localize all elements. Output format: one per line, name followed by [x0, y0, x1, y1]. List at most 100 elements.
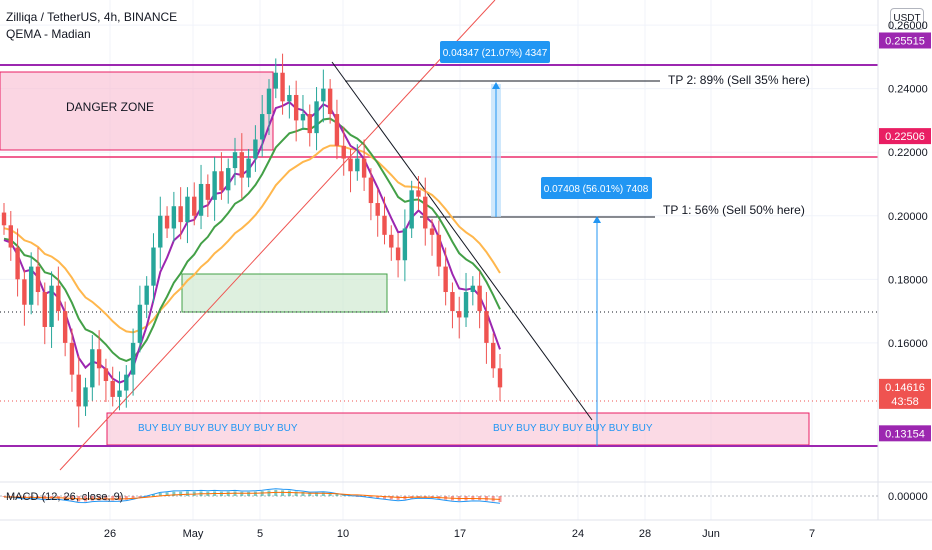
- macd-bar: [287, 490, 291, 496]
- measure2-label: 0.04347 (21.07%) 4347: [443, 48, 548, 59]
- candle-body: [341, 145, 346, 159]
- buy-label-right: BUY BUY BUY BUY BUY BUY BUY: [493, 423, 653, 434]
- x-tick-label: May: [183, 528, 204, 540]
- candle-body: [429, 228, 435, 235]
- y-tick-label: 0.24000: [888, 84, 928, 96]
- ascending-trendline: [59, 0, 496, 471]
- x-tick-label: 5: [257, 528, 263, 540]
- ema-slow-line: [3, 144, 501, 334]
- macd-bar: [138, 496, 142, 498]
- candle-body: [8, 225, 13, 248]
- candle-body: [110, 381, 115, 397]
- time-axis[interactable]: 26 May 5 10 17 24 28 Jun 7: [104, 528, 815, 540]
- y-tick-label: 0.26000: [888, 20, 928, 32]
- candle-body: [1, 212, 7, 226]
- candle-body: [144, 285, 149, 305]
- macd-label: MACD (12, 26, close, 9): [6, 491, 123, 503]
- candle-body: [436, 234, 442, 267]
- measure1-label: 0.07408 (56.01%) 7408: [544, 184, 649, 195]
- ema-fast-line: [3, 100, 501, 384]
- y-tick-label: 0.16000: [888, 338, 928, 350]
- macd-bar: [389, 496, 393, 500]
- x-tick-label: 7: [809, 528, 815, 540]
- candle-body: [83, 387, 88, 407]
- candle-body: [239, 152, 245, 178]
- candle-body: [355, 158, 360, 172]
- macd-bar: [308, 492, 312, 496]
- macd-bar: [247, 491, 251, 496]
- x-tick-label: Jun: [702, 528, 720, 540]
- macd-bar: [376, 496, 380, 499]
- macd-bar: [165, 492, 169, 496]
- candle-body: [402, 228, 408, 261]
- candle-body: [348, 158, 353, 172]
- macd-bar: [172, 491, 176, 496]
- candle-body: [178, 206, 183, 223]
- candle-body: [450, 292, 455, 312]
- y-tick-label: 0.18000: [888, 274, 928, 286]
- candle-body: [164, 215, 170, 229]
- measure1-label-box[interactable]: [541, 177, 652, 199]
- macd-tick: 0.00000: [888, 491, 928, 503]
- macd-bar: [90, 496, 94, 501]
- y-tick-label: 0.22000: [888, 147, 928, 159]
- candle-body: [314, 101, 319, 134]
- macd-bar: [342, 494, 346, 496]
- candle-body: [497, 368, 503, 388]
- macd-bar: [267, 490, 271, 496]
- price-label-text: 0.13154: [885, 428, 925, 440]
- macd-bar: [124, 496, 128, 500]
- macd-bar: [104, 496, 108, 501]
- measure2-label-box[interactable]: [440, 41, 550, 63]
- candle-body: [470, 285, 476, 293]
- macd-bar: [274, 489, 278, 496]
- candle-body: [124, 374, 129, 391]
- candle-body: [198, 183, 204, 216]
- candle-body: [491, 342, 496, 369]
- x-tick-label: 17: [454, 528, 466, 540]
- macd-bar: [328, 493, 332, 496]
- macd-bar: [315, 492, 319, 496]
- candle-body: [232, 152, 238, 169]
- candle-body: [443, 266, 448, 293]
- macd-bar: [185, 491, 189, 496]
- candle-body: [484, 311, 489, 343]
- candle-body: [15, 247, 20, 280]
- currency-button[interactable]: USDT: [890, 8, 924, 30]
- candles: [1, 53, 503, 428]
- buy-zone: [106, 412, 810, 446]
- candle-body: [416, 190, 421, 197]
- price-label-text: 0.25515: [885, 35, 925, 47]
- macd-bar: [260, 491, 264, 496]
- candle-body: [361, 158, 367, 178]
- price-axis[interactable]: 0.26000 0.24000 0.22000 0.20000 0.18000 0.160…: [888, 20, 928, 350]
- candle-body: [103, 368, 109, 382]
- measure1-arrowhead: [593, 216, 601, 223]
- macd-bar: [179, 491, 183, 496]
- tp2-label: TP 2: 89% (Sell 35% here): [668, 73, 810, 87]
- tp1-label: TP 1: 56% (Sell 50% here): [663, 203, 805, 217]
- price-label-box: [879, 128, 931, 145]
- candle-body: [28, 266, 34, 305]
- candle-body: [334, 114, 340, 146]
- buy-label-left: BUY BUY BUY BUY BUY BUY BUY: [138, 423, 298, 434]
- y-tick-label: 0.20000: [888, 211, 928, 223]
- price-label-box: [879, 425, 931, 442]
- candle-body: [280, 72, 285, 102]
- macd-bar: [294, 491, 298, 496]
- price-label-text: 0.22506: [885, 131, 925, 143]
- candle-body: [287, 94, 292, 102]
- macd-bar: [301, 491, 305, 496]
- candle-body: [219, 171, 224, 191]
- candle-body: [49, 285, 54, 327]
- danger-zone: [0, 71, 274, 151]
- macd-bar: [131, 496, 135, 499]
- candle-body: [35, 266, 41, 293]
- candle-body: [171, 206, 177, 229]
- candle-body: [266, 88, 272, 115]
- price-label-box: [879, 378, 931, 409]
- candle-body: [69, 342, 75, 375]
- macd-signal-line: [4, 491, 501, 500]
- price-labels: 0.25515 0.22506 0.14616 43:58 0.13154: [879, 32, 931, 442]
